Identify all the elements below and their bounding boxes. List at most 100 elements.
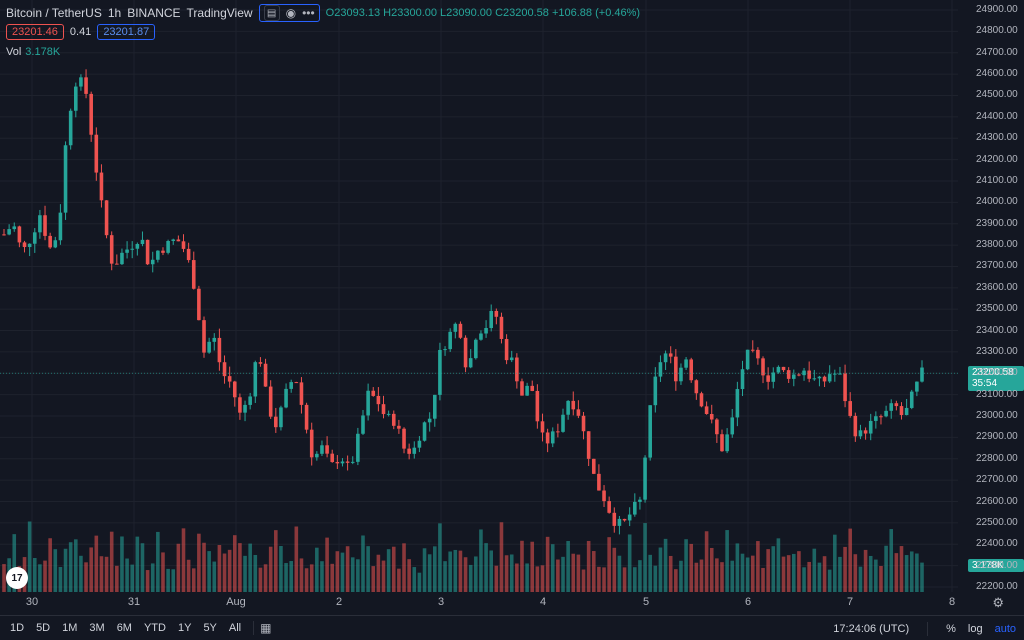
candlesticks <box>2 69 924 535</box>
range-3m-button[interactable]: 3M <box>89 622 105 634</box>
volume-bar <box>207 551 211 592</box>
volume-bar <box>135 536 140 592</box>
volume-bar <box>53 549 58 592</box>
candle-body <box>104 200 109 236</box>
gear-icon[interactable]: ⚙ <box>992 595 1004 610</box>
volume-bar <box>786 555 791 592</box>
price-tick-label: 24300.00 <box>976 132 1018 144</box>
price-tick-label: 22400.00 <box>976 538 1018 550</box>
tradingview-logo[interactable]: 17 <box>6 567 28 589</box>
volume-bar <box>417 572 422 592</box>
volume-bar <box>525 563 529 592</box>
range-ytd-button[interactable]: YTD <box>143 622 166 634</box>
candle-body <box>771 372 776 382</box>
candle-body <box>227 376 232 382</box>
candle-body <box>791 374 796 379</box>
volume-bar <box>227 549 232 592</box>
candle-body <box>848 401 852 416</box>
range-1y-button[interactable]: 1Y <box>177 622 192 634</box>
candle-body <box>279 407 283 428</box>
percent-toggle[interactable]: % <box>946 622 956 635</box>
volume-bar <box>104 556 109 592</box>
candle-body <box>535 390 540 422</box>
auto-toggle[interactable]: auto <box>994 622 1016 635</box>
candle-body <box>243 404 247 413</box>
candle-body <box>402 428 406 449</box>
time-tick-label: 5 <box>642 596 650 608</box>
candle-body <box>776 366 781 373</box>
toolbar-divider <box>927 621 929 636</box>
candle-body <box>120 252 124 265</box>
range-5y-button[interactable]: 5Y <box>203 622 217 634</box>
utc-clock[interactable]: 17:24:06 (UTC) <box>833 622 910 635</box>
candle-body <box>745 349 750 370</box>
ask-price[interactable]: 23201.87 <box>97 24 156 40</box>
time-tick-label: 8 <box>948 596 956 608</box>
candle-body <box>48 235 52 248</box>
price-tick-label: 23400.00 <box>976 324 1018 336</box>
exchange-label: BINANCE <box>127 6 181 20</box>
calendar-range-icon[interactable]: ▦ <box>260 621 272 635</box>
candle-body <box>166 240 170 253</box>
candle-body <box>766 375 770 382</box>
volume-bar <box>550 544 555 592</box>
volume-bar <box>617 555 622 592</box>
candle-body <box>222 362 227 377</box>
volume-bar <box>397 568 401 592</box>
price-chart[interactable] <box>0 0 1024 615</box>
spread-value: 0.41 <box>69 26 92 38</box>
volume-bar <box>427 554 432 592</box>
volume-bar <box>438 523 442 592</box>
volume-bar <box>735 543 740 592</box>
candle-body <box>150 259 155 265</box>
candle-body <box>145 239 150 265</box>
candle-body <box>284 388 288 408</box>
legend-controls: ▤ ◉ ••• <box>258 4 320 22</box>
source-label: TradingView <box>186 6 253 20</box>
more-icon[interactable]: ••• <box>302 6 315 20</box>
bid-price[interactable]: 23201.46 <box>6 24 64 40</box>
range-6m-button[interactable]: 6M <box>116 622 132 634</box>
candle-body <box>68 110 73 146</box>
volume-bar <box>391 546 396 592</box>
candle-body <box>53 240 58 248</box>
time-tick-label: 7 <box>846 596 854 608</box>
candle-body <box>391 413 396 426</box>
volume-bar <box>468 564 473 592</box>
candle-body <box>361 415 365 434</box>
candle-body <box>509 357 514 361</box>
chart-type-icon[interactable]: ▤ <box>263 5 280 21</box>
log-toggle[interactable]: log <box>967 622 983 635</box>
volume-bar <box>43 560 47 592</box>
candle-body <box>38 215 42 233</box>
candle-body <box>340 461 345 464</box>
volume-bar <box>638 560 642 592</box>
chart-grid <box>0 0 958 592</box>
range-1d-button[interactable]: 1D <box>10 622 25 634</box>
price-tick-label: 24900.00 <box>976 4 1018 15</box>
candle-body <box>463 337 468 368</box>
range-1m-button[interactable]: 1M <box>62 622 78 634</box>
range-5d-button[interactable]: 5D <box>36 622 51 634</box>
candle-body <box>909 391 914 408</box>
volume-bar <box>191 568 196 592</box>
price-tick-label: 24600.00 <box>976 68 1018 80</box>
eye-icon[interactable]: ◉ <box>285 6 297 20</box>
volume-bar <box>756 541 760 592</box>
bar-countdown: 35:54 <box>972 378 998 389</box>
candle-body <box>304 404 309 430</box>
volume-bar <box>725 530 729 592</box>
range-all-button[interactable]: All <box>228 622 242 634</box>
volume-bar <box>766 549 770 592</box>
candle-body <box>663 353 668 363</box>
candle-body <box>458 323 463 338</box>
volume-bar <box>679 560 683 592</box>
candle-body <box>212 337 217 342</box>
candle-body <box>325 445 329 454</box>
candle-body <box>309 429 314 458</box>
price-tick-label: 23200.00 <box>976 367 1018 379</box>
candle-body <box>197 288 201 321</box>
symbol-name[interactable]: Bitcoin / TetherUS <box>6 6 102 20</box>
volume-bar <box>304 568 309 592</box>
candle-body <box>63 145 68 213</box>
